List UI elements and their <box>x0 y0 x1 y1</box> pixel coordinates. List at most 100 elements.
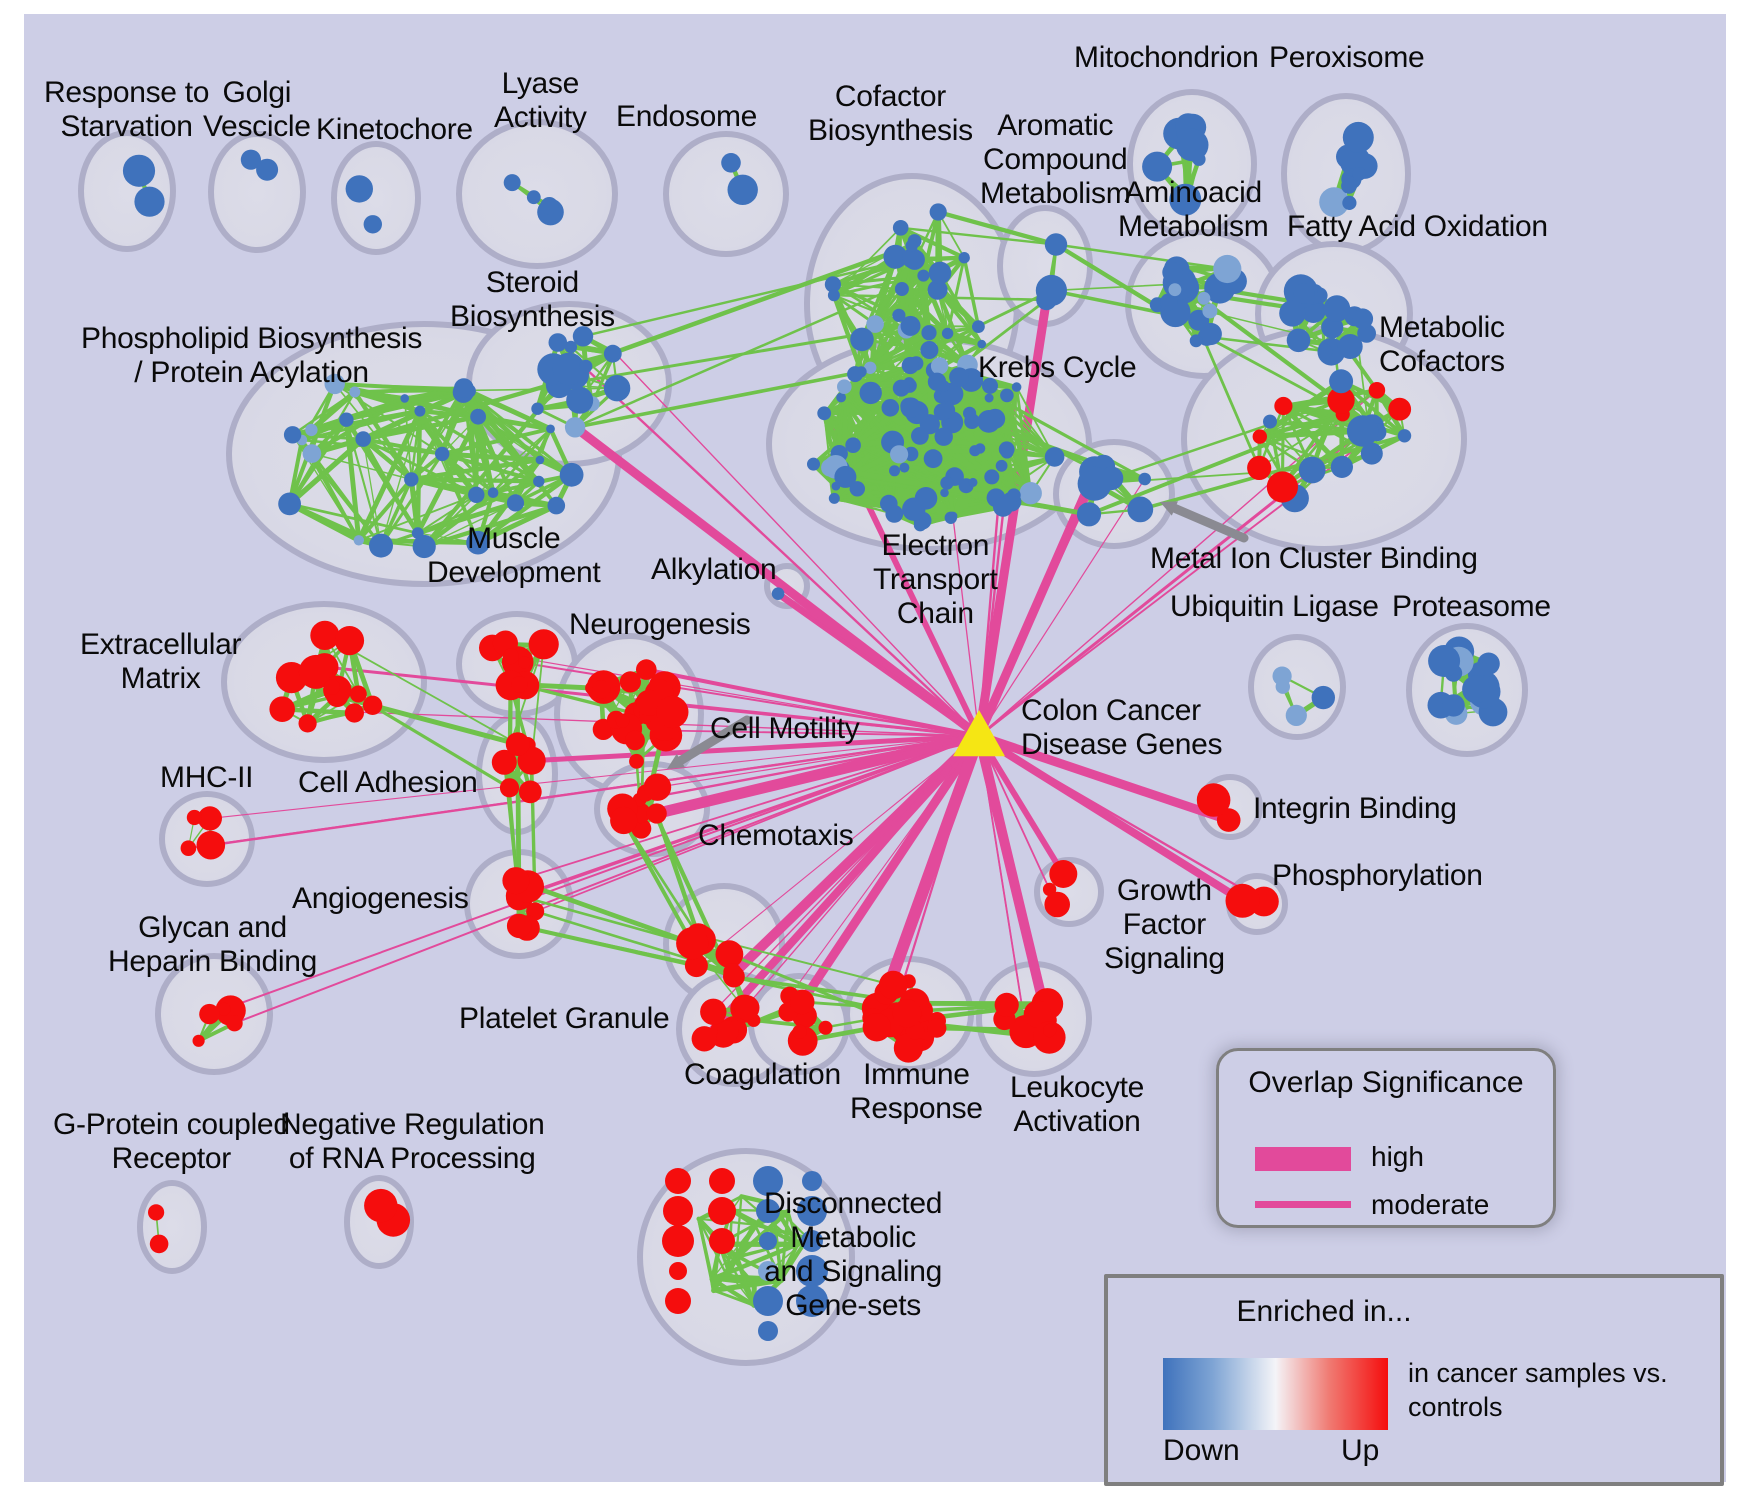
gene-set-node[interactable] <box>334 626 365 656</box>
hub-node[interactable] <box>953 710 1005 757</box>
gene-set-node[interactable] <box>929 203 947 221</box>
gene-set-node[interactable] <box>984 469 1000 485</box>
gene-set-node[interactable] <box>278 492 301 516</box>
gene-set-node[interactable] <box>1043 1023 1057 1038</box>
gene-set-node[interactable] <box>930 357 949 375</box>
gene-set-node[interactable] <box>836 392 846 403</box>
gene-set-node[interactable] <box>928 261 952 285</box>
gene-set-node[interactable] <box>547 496 566 515</box>
gene-set-node[interactable] <box>802 1171 822 1191</box>
gene-set-node[interactable] <box>885 505 904 523</box>
gene-set-node[interactable] <box>792 1024 807 1039</box>
gene-set-node[interactable] <box>717 1020 739 1043</box>
gene-set-node[interactable] <box>827 289 840 302</box>
gene-set-node[interactable] <box>850 327 874 352</box>
gene-set-node[interactable] <box>1007 488 1021 503</box>
gene-set-node[interactable] <box>723 963 742 982</box>
gene-set-node[interactable] <box>518 780 542 804</box>
gene-set-node[interactable] <box>691 1026 717 1052</box>
gene-set-node[interactable] <box>349 386 361 398</box>
gene-set-node[interactable] <box>1189 334 1203 348</box>
gene-set-node[interactable] <box>197 806 222 831</box>
gene-set-node[interactable] <box>1076 502 1102 527</box>
gene-set-node[interactable] <box>1321 316 1344 339</box>
gene-set-node[interactable] <box>256 158 279 181</box>
gene-set-node[interactable] <box>900 315 921 336</box>
gene-set-node[interactable] <box>1352 308 1374 330</box>
gene-set-node[interactable] <box>849 481 865 497</box>
gene-set-node[interactable] <box>1044 891 1070 918</box>
gene-set-node[interactable] <box>353 535 364 546</box>
gene-set-node[interactable] <box>400 394 410 403</box>
gene-set-node[interactable] <box>715 940 744 969</box>
gene-set-node[interactable] <box>933 403 952 421</box>
gene-set-node[interactable] <box>1175 128 1209 162</box>
gene-set-node[interactable] <box>993 496 1014 517</box>
gene-set-node[interactable] <box>1342 121 1374 153</box>
gene-set-node[interactable] <box>758 1261 778 1281</box>
gene-set-node[interactable] <box>927 372 947 391</box>
gene-set-node[interactable] <box>900 397 922 419</box>
gene-set-node[interactable] <box>902 248 923 269</box>
gene-set-node[interactable] <box>1023 1000 1052 1028</box>
gene-set-node[interactable] <box>1298 456 1326 484</box>
gene-set-node[interactable] <box>1225 883 1260 918</box>
gene-set-node[interactable] <box>528 629 559 660</box>
gene-set-node[interactable] <box>824 276 842 293</box>
gene-set-node[interactable] <box>579 359 593 373</box>
gene-set-node[interactable] <box>240 149 261 170</box>
gene-set-node[interactable] <box>503 174 521 192</box>
gene-set-node[interactable] <box>700 998 727 1025</box>
gene-set-node[interactable] <box>615 714 630 728</box>
gene-set-node[interactable] <box>180 840 197 856</box>
gene-set-node[interactable] <box>610 806 638 835</box>
gene-set-node[interactable] <box>1330 455 1353 478</box>
gene-set-node[interactable] <box>831 481 841 491</box>
gene-set-node[interactable] <box>364 1188 398 1223</box>
gene-set-node[interactable] <box>511 676 528 693</box>
gene-set-node[interactable] <box>796 1285 828 1317</box>
gene-set-node[interactable] <box>837 379 852 395</box>
gene-set-node[interactable] <box>889 465 900 477</box>
gene-set-node[interactable] <box>1368 382 1386 399</box>
gene-set-node[interactable] <box>646 803 667 824</box>
gene-set-node[interactable] <box>122 154 156 187</box>
gene-set-node[interactable] <box>310 620 340 651</box>
gene-set-node[interactable] <box>1138 472 1151 486</box>
gene-set-node[interactable] <box>923 449 943 469</box>
gene-set-node[interactable] <box>1272 666 1292 686</box>
gene-set-node[interactable] <box>506 913 532 939</box>
gene-set-node[interactable] <box>1311 685 1336 710</box>
gene-set-node[interactable] <box>566 386 594 414</box>
gene-set-node[interactable] <box>608 346 622 360</box>
gene-set-node[interactable] <box>305 423 318 437</box>
gene-set-node[interactable] <box>196 830 226 860</box>
gene-set-node[interactable] <box>548 333 568 352</box>
gene-set-node[interactable] <box>1285 704 1307 727</box>
gene-set-node[interactable] <box>546 424 555 434</box>
gene-set-node[interactable] <box>186 809 202 826</box>
gene-set-node[interactable] <box>349 685 367 703</box>
gene-set-node[interactable] <box>914 487 938 510</box>
gene-set-node[interactable] <box>982 377 998 394</box>
gene-set-node[interactable] <box>756 1199 780 1223</box>
gene-set-node[interactable] <box>817 406 832 421</box>
gene-set-node[interactable] <box>1323 295 1351 322</box>
gene-set-node[interactable] <box>1274 396 1293 416</box>
gene-set-node[interactable] <box>1397 429 1412 443</box>
gene-set-node[interactable] <box>559 462 584 487</box>
gene-set-node[interactable] <box>619 671 642 693</box>
gene-set-node[interactable] <box>927 279 948 300</box>
gene-set-node[interactable] <box>878 970 908 1000</box>
gene-set-node[interactable] <box>1044 233 1068 256</box>
gene-set-node[interactable] <box>339 412 354 427</box>
gene-set-node[interactable] <box>911 427 929 445</box>
gene-set-node[interactable] <box>892 220 909 236</box>
gene-set-node[interactable] <box>298 714 317 733</box>
gene-set-node[interactable] <box>531 402 544 415</box>
gene-set-node[interactable] <box>845 437 861 454</box>
gene-set-node[interactable] <box>470 408 486 425</box>
gene-set-node[interactable] <box>883 244 908 269</box>
gene-set-node[interactable] <box>1388 397 1412 421</box>
gene-set-node[interactable] <box>1035 274 1067 307</box>
